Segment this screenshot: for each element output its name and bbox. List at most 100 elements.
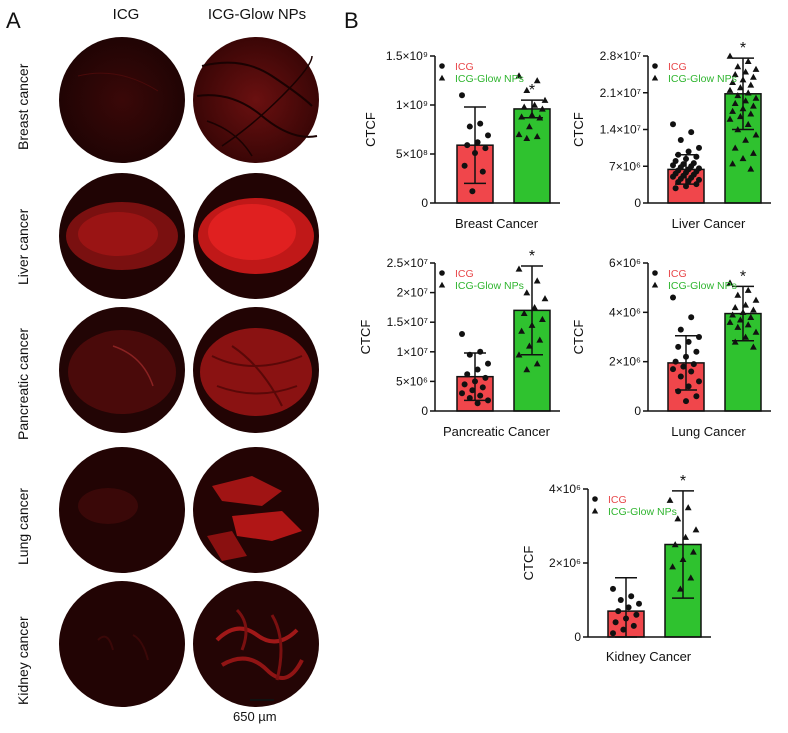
lung-point-glow: [752, 296, 760, 303]
column-header-icg: ICG: [112, 6, 140, 23]
breast-glow-micrograph: [193, 37, 319, 163]
liver-icg-micrograph: [59, 173, 185, 299]
kidney-point-glow: [677, 585, 684, 592]
breast-point-icg: [474, 139, 481, 146]
kidney-x-axis-label: Kidney Cancer: [606, 649, 692, 664]
pancreatic-y-tick-label: 2×10⁷: [397, 286, 428, 300]
kidney-point-icg: [633, 611, 640, 618]
pancreatic-point-icg: [474, 400, 481, 407]
pancreatic-point-icg: [466, 394, 473, 401]
pancreatic-point-glow: [520, 309, 528, 317]
breast-point-glow: [520, 103, 528, 110]
pancreatic-point-icg: [485, 397, 491, 404]
breast-point-icg: [485, 132, 491, 139]
breast-point-icg: [461, 162, 468, 169]
breast-legend-marker-glow: [438, 74, 446, 81]
breast-y-axis-label: CTCF: [363, 112, 378, 147]
liver-significance-star: *: [740, 40, 746, 57]
pancreatic-point-glow: [515, 351, 523, 358]
kidney-y-tick-label: 4×10⁶: [549, 482, 581, 496]
liver-point-glow: [742, 68, 749, 75]
pancreatic-point-icg: [474, 366, 481, 373]
kidney-point-icg: [628, 593, 635, 600]
liver-point-glow: [744, 89, 752, 96]
liver-point-glow: [737, 112, 744, 120]
lung-y-tick-label: 2×10⁶: [609, 355, 641, 369]
lung-point-icg: [688, 368, 695, 375]
lung-point-icg: [685, 383, 692, 390]
lung-point-glow: [750, 306, 757, 313]
lung-point-icg: [683, 398, 689, 405]
liver-point-glow: [739, 154, 747, 162]
breast-point-icg: [466, 123, 473, 130]
lung-y-tick-label: 4×10⁶: [609, 305, 641, 319]
pancreatic-y-tick-label: 2.5×10⁷: [387, 256, 428, 270]
breast-significance-star: *: [529, 82, 535, 99]
kidney-point-glow: [671, 541, 679, 548]
kidney-icg-micrograph: [59, 581, 185, 707]
pancreatic-y-tick-label: 1.5×10⁷: [387, 315, 428, 329]
breast-y-tick-label: 1×10⁹: [396, 98, 428, 112]
pancreatic-significance-star: *: [529, 248, 535, 265]
lung-point-icg: [696, 378, 702, 385]
liver-point-glow: [750, 149, 757, 156]
liver-point-glow: [750, 73, 757, 80]
pancreatic-point-glow: [533, 360, 541, 367]
liver-legend-label-0: ICG: [668, 61, 687, 73]
kidney-point-glow: [692, 526, 700, 533]
pancreatic-point-glow: [526, 342, 533, 349]
lung-point-glow: [742, 301, 749, 308]
lung-point-glow: [734, 323, 742, 330]
breast-y-tick-label: 5×10⁸: [396, 147, 428, 161]
kidney-point-glow: [684, 504, 692, 511]
breast-point-glow: [515, 72, 523, 79]
kidney-point-icg: [617, 597, 624, 603]
lung-significance-star: *: [740, 268, 746, 285]
pancreatic-point-icg: [469, 387, 476, 394]
lung-point-icg: [677, 373, 684, 380]
lung-point-glow: [731, 304, 739, 311]
breast-legend-marker-icg: [439, 63, 445, 69]
lung-x-axis-label: Lung Cancer: [671, 424, 746, 439]
lung-point-glow: [734, 291, 742, 298]
pancreatic-legend-marker-glow: [438, 281, 446, 288]
pancreatic-point-glow: [531, 304, 538, 311]
kidney-point-glow: [687, 574, 695, 581]
lung-point-icg: [672, 358, 679, 365]
breast-y-tick-label: 1.5×10⁹: [386, 49, 428, 63]
kidney-point-glow: [674, 515, 682, 522]
breast-point-glow: [533, 77, 541, 84]
scale-bar: [250, 699, 274, 701]
liver-point-glow: [742, 136, 749, 143]
liver-y-tick-label: 1.4×10⁷: [600, 123, 641, 137]
breast-point-glow: [526, 123, 533, 130]
liver-point-glow: [734, 63, 742, 70]
pancreatic-point-glow: [533, 277, 541, 284]
liver-y-axis-label: CTCF: [571, 112, 586, 147]
lung-point-icg: [670, 294, 676, 301]
pancreatic-point-icg: [459, 390, 465, 397]
liver-point-icg: [677, 137, 684, 143]
kidney-legend-label-0: ICG: [608, 494, 627, 506]
lung-point-glow: [750, 343, 757, 350]
lung-point-glow: [742, 333, 749, 340]
liver-point-glow: [729, 78, 736, 85]
liver-point-icg: [685, 148, 692, 155]
liver-y-tick-label: 7×10⁶: [609, 159, 641, 173]
breast-point-glow: [515, 131, 523, 138]
lung-point-glow: [731, 338, 739, 345]
pancreatic-point-glow: [541, 295, 549, 302]
pancreatic-legend-label-1: ICG-Glow NPs: [455, 280, 524, 292]
liver-point-icg: [685, 177, 692, 184]
breast-point-icg: [459, 92, 465, 99]
pancreatic-legend-marker-icg: [439, 270, 445, 276]
pancreatic-icg-micrograph: [59, 307, 185, 433]
liver-point-glow: [742, 97, 749, 104]
breast-point-glow: [523, 134, 531, 142]
liver-point-glow: [752, 94, 760, 101]
column-header-icg-glow: ICG-Glow NPs: [207, 6, 307, 23]
